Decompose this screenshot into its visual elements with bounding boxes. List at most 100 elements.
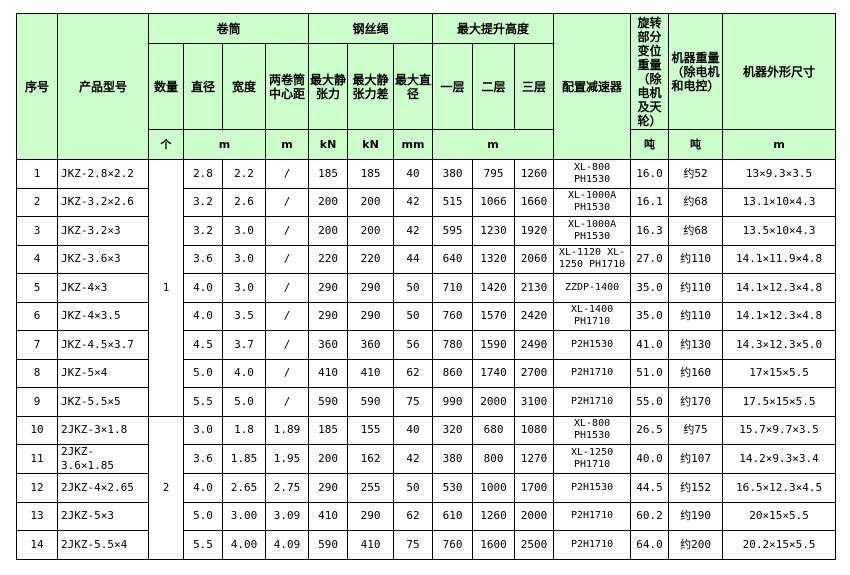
- data-cell: 200: [308, 187, 349, 217]
- data-cell: 14.2×9.3×3.4: [722, 444, 837, 474]
- data-cell: 290: [347, 501, 395, 531]
- data-cell: 14.1×12.3×4.8: [722, 273, 837, 303]
- data-cell: 26.5: [630, 415, 670, 445]
- data-cell: 14.1×11.9×4.8: [722, 244, 837, 274]
- data-cell: 约170: [668, 387, 724, 417]
- header-cell: 配置减速器: [553, 13, 632, 160]
- data-cell: 2.75: [264, 473, 310, 503]
- data-cell: 5.5: [183, 387, 223, 417]
- data-cell: 约52: [668, 159, 724, 189]
- data-cell: 15.7×9.7×3.5: [722, 415, 837, 445]
- data-cell: 42: [393, 216, 434, 246]
- data-cell: JKZ-2.8×2.2: [57, 159, 149, 189]
- data-cell: 2500: [514, 530, 555, 560]
- data-cell: 13.5×10×4.3: [722, 216, 837, 246]
- data-cell: 约160: [668, 358, 724, 388]
- data-cell: 5: [16, 273, 58, 303]
- data-cell: 2060: [514, 244, 555, 274]
- data-cell: P2H1530: [553, 330, 632, 360]
- data-cell: P2H1530: [553, 473, 632, 503]
- data-cell: 200: [347, 216, 395, 246]
- data-cell: XL-1250 PH1710: [553, 444, 632, 474]
- data-cell: 64.0: [630, 530, 670, 560]
- data-cell: 5.0: [183, 358, 223, 388]
- data-cell: JKZ-3.2×2.6: [57, 187, 149, 217]
- data-cell: 640: [432, 244, 474, 274]
- data-cell: 7: [16, 330, 58, 360]
- data-cell: 1260: [514, 159, 555, 189]
- data-cell: 2JKZ-5.5×4: [57, 530, 149, 560]
- data-cell: 3.09: [264, 501, 310, 531]
- data-cell: JKZ-4.5×3.7: [57, 330, 149, 360]
- data-cell: 5.0: [183, 501, 223, 531]
- data-cell: 14.1×12.3×4.8: [722, 301, 837, 331]
- data-cell: 3.7: [222, 330, 266, 360]
- data-cell: 3.2: [183, 216, 223, 246]
- data-cell: 3.5: [222, 301, 266, 331]
- spec-table: 序号 产品型号 卷筒 钢丝绳 最大提升高度 配置减速器 旋转部分变位重量（除电机及天轮） 机器…: [16, 13, 837, 560]
- unit-cell: 吨: [630, 129, 670, 160]
- unit-cell: m: [432, 129, 555, 160]
- data-cell: 3.0: [222, 244, 266, 274]
- data-cell: 75: [393, 387, 434, 417]
- data-cell: 约75: [668, 415, 724, 445]
- data-cell: 44: [393, 244, 434, 274]
- header-cell: 机器重量（除电机和电控）: [668, 13, 724, 130]
- data-cell: 2.2: [222, 159, 266, 189]
- data-cell: 40: [393, 415, 434, 445]
- data-cell: 1270: [514, 444, 555, 474]
- data-cell: 2000: [472, 387, 516, 417]
- data-cell: 2JKZ-5×3: [57, 501, 149, 531]
- data-cell: 290: [347, 273, 395, 303]
- table-row: 8 JKZ-5×4 5.0 4.0/410 410 62 860 1740 2700 P2H171…: [16, 358, 837, 388]
- data-cell: 42: [393, 187, 434, 217]
- data-cell: 2JKZ-3.6×1.85: [57, 444, 149, 474]
- data-cell: 75: [393, 530, 434, 560]
- data-cell: 4.0: [183, 273, 223, 303]
- data-cell: 320: [432, 415, 474, 445]
- data-cell: 约107: [668, 444, 724, 474]
- header-cell: 最大静张力: [308, 43, 349, 130]
- data-cell: JKZ-5×4: [57, 358, 149, 388]
- data-cell: 3.6: [183, 244, 223, 274]
- header-cell: 产品型号: [57, 13, 149, 160]
- data-cell: 1066: [472, 187, 516, 217]
- data-cell: /: [264, 358, 310, 388]
- data-cell: 410: [308, 358, 349, 388]
- data-cell: 50: [393, 473, 434, 503]
- data-cell: P2H1710: [553, 387, 632, 417]
- data-cell: 41.0: [630, 330, 670, 360]
- table-row: 6 JKZ-4×3.5 4.0 3.5/290 290 50 760 1570 2420 XL-1…: [16, 301, 837, 331]
- table-row: 4 JKZ-3.6×3 3.6 3.0/220 220 44 640 1320 2060 XL-1…: [16, 244, 837, 274]
- data-cell: 9: [16, 387, 58, 417]
- data-cell: 5.0: [222, 387, 266, 417]
- data-cell: 610: [432, 501, 474, 531]
- data-cell: 1000: [472, 473, 516, 503]
- header-cell: 三层: [514, 43, 555, 130]
- data-cell: P2H1710: [553, 530, 632, 560]
- data-cell: 4.0: [222, 358, 266, 388]
- data-cell: 约190: [668, 501, 724, 531]
- data-cell: 1230: [472, 216, 516, 246]
- data-cell: 800: [472, 444, 516, 474]
- header-cell: 直径: [183, 43, 223, 130]
- data-cell: 2490: [514, 330, 555, 360]
- data-cell: 12: [16, 473, 58, 503]
- unit-cell: m: [183, 129, 266, 160]
- data-cell: 255: [347, 473, 395, 503]
- data-cell: 1590: [472, 330, 516, 360]
- data-cell: 3.0: [183, 415, 223, 445]
- data-cell: 6: [16, 301, 58, 331]
- data-cell: 4: [16, 244, 58, 274]
- data-cell: 约110: [668, 273, 724, 303]
- data-cell: 16.0: [630, 159, 670, 189]
- data-cell: 185: [347, 159, 395, 189]
- data-cell: 162: [347, 444, 395, 474]
- data-cell: 约152: [668, 473, 724, 503]
- table-row: 7 JKZ-4.5×3.7 4.5 3.7/360 360 56 780 1590 2490 P2…: [16, 330, 837, 360]
- table-row: 11 2JKZ-3.6×1.85 3.6 1.85 1.95 200 162 42 380 800…: [16, 444, 837, 474]
- data-cell: 1: [16, 159, 58, 189]
- header-cell: 二层: [472, 43, 516, 130]
- data-cell: 约110: [668, 244, 724, 274]
- data-cell: 200: [308, 444, 349, 474]
